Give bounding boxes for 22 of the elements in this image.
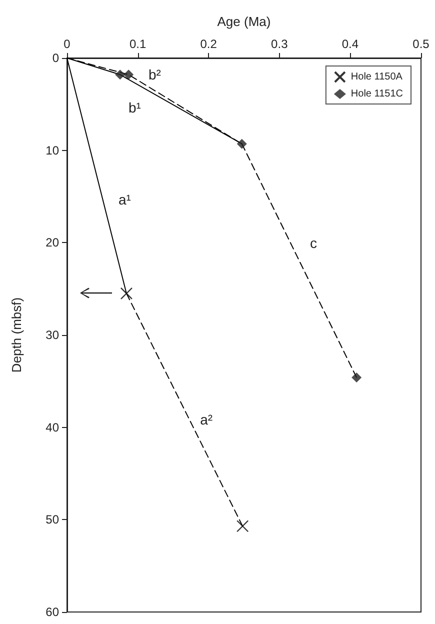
- series-label: a²: [200, 411, 213, 428]
- x-tick-label: 0: [64, 37, 71, 51]
- y-tick-label: 50: [46, 512, 60, 527]
- x-tick-label: 0.4: [342, 37, 359, 51]
- y-tick-label: 40: [46, 420, 60, 434]
- y-tick-label: 30: [46, 328, 60, 342]
- y-axis-title: Depth (mbsf): [9, 297, 24, 373]
- series-label: b¹: [128, 100, 142, 116]
- x-tick-label: 0.5: [412, 37, 430, 51]
- y-tick-label: 60: [46, 605, 60, 619]
- legend-label: Hole 1151C: [350, 88, 404, 100]
- y-tick-label: 10: [46, 143, 60, 158]
- x-tick-label: 0.2: [200, 37, 218, 51]
- legend-label: Hole 1150A: [350, 72, 403, 82]
- series-label: b²: [148, 66, 162, 83]
- series-label: c: [310, 234, 317, 251]
- series-label: a¹: [118, 191, 132, 208]
- x-axis-title: Age (Ma): [217, 14, 271, 29]
- y-tick-label: 0: [52, 51, 60, 65]
- x-tick-label: 0.3: [271, 37, 288, 51]
- y-tick-label: 20: [46, 236, 60, 250]
- x-tick-label: 0.1: [129, 37, 146, 51]
